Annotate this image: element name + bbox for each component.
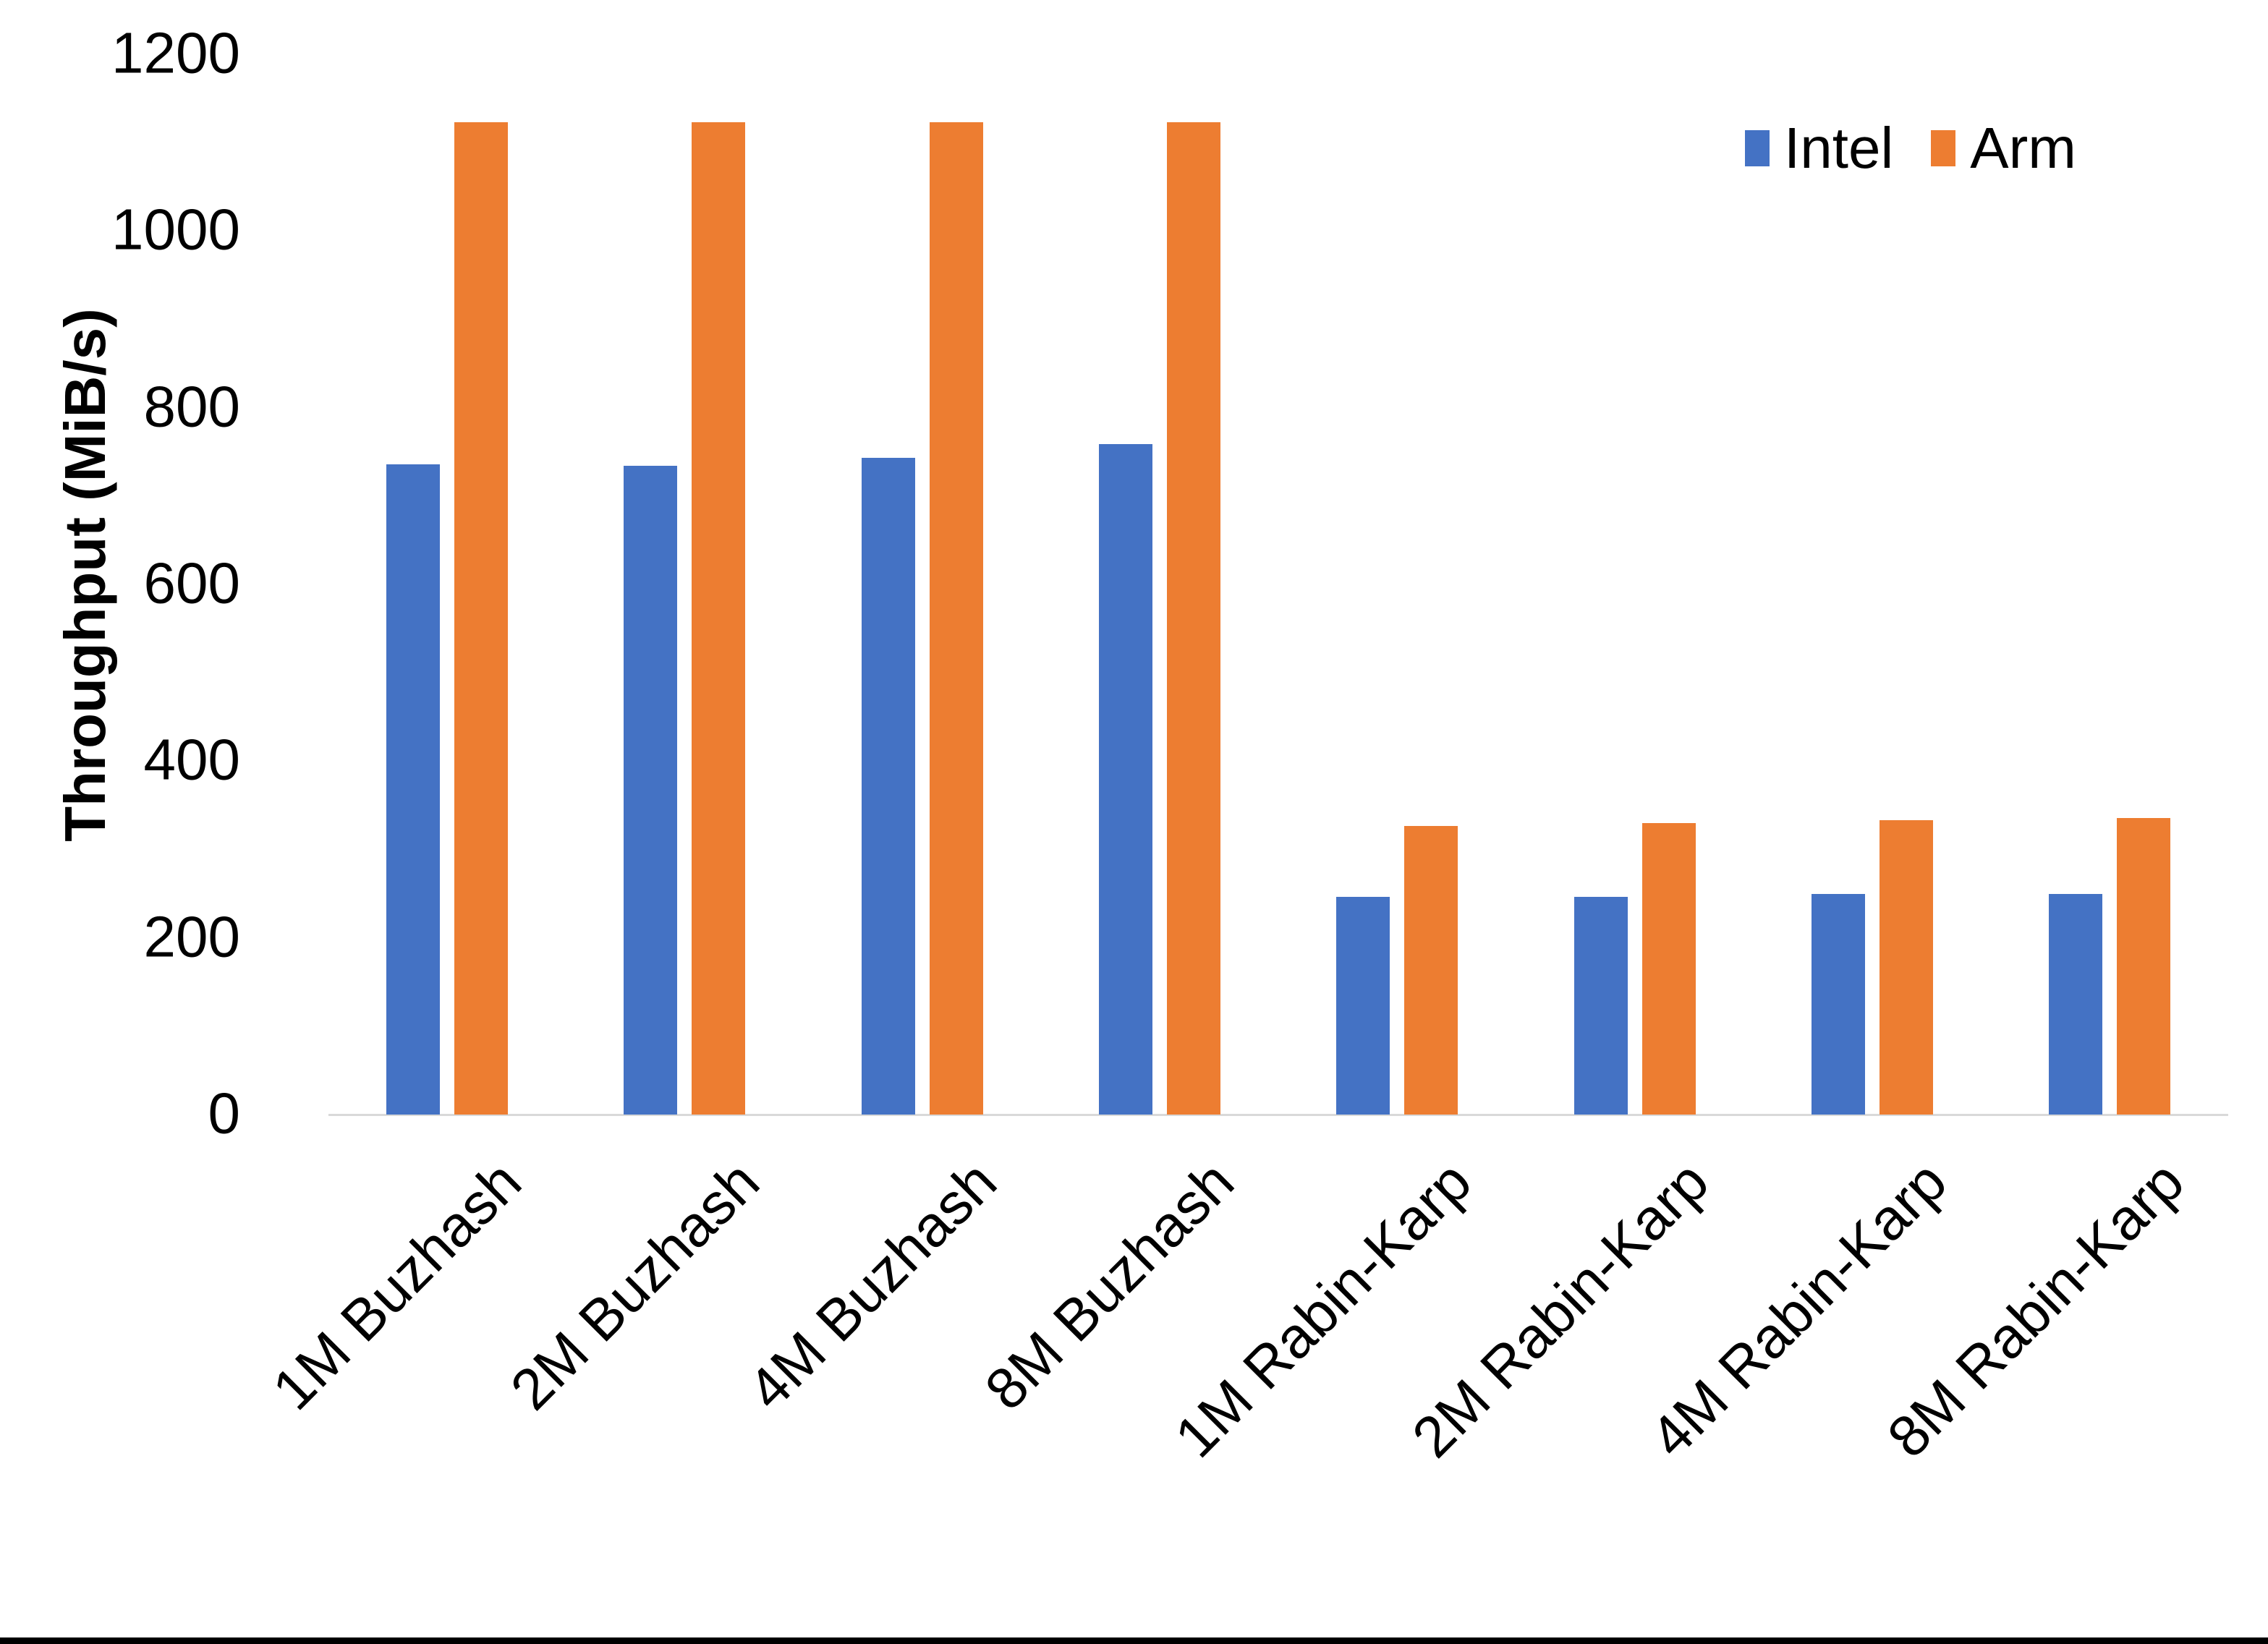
legend: Intel Arm [1745,112,2076,184]
x-tick-label-1m-buzhash: 1M Buzhash [260,1149,534,1422]
legend-swatch-intel [1745,130,1770,166]
y-tick-label-1000: 1000 [111,197,240,262]
bar-arm-1m-buzhash [454,122,508,1115]
y-tick-label-1200: 1200 [111,20,240,85]
bar-intel-2m-buzhash [624,466,678,1115]
bar-intel-1m-buzhash [386,464,440,1115]
y-tick-label-200: 200 [143,904,240,969]
bottom-border [0,1637,2268,1644]
bar-intel-8m-rabin-karp [2049,893,2103,1115]
bar-intel-4m-rabin-karp [1811,893,1865,1115]
y-tick-label-400: 400 [143,727,240,792]
x-tick-label-8m-buzhash: 8M Buzhash [972,1149,1246,1422]
bar-arm-4m-buzhash [929,122,983,1115]
bar-arm-1m-rabin-karp [1404,825,1458,1115]
bar-intel-2m-rabin-karp [1573,897,1628,1115]
bar-intel-1m-rabin-karp [1336,897,1390,1115]
bar-arm-8m-rabin-karp [2117,817,2171,1115]
bar-intel-8m-buzhash [1098,443,1152,1115]
bar-arm-2m-buzhash [692,122,746,1115]
x-axis-line [328,1114,2228,1116]
y-axis-title: Throughput (MiB/s) [53,308,117,842]
legend-label-intel: Intel [1784,116,1894,180]
bar-intel-4m-buzhash [861,458,915,1115]
y-tick-label-600: 600 [143,550,240,616]
bar-arm-4m-rabin-karp [1879,820,1933,1115]
bar-arm-8m-buzhash [1166,122,1220,1115]
y-tick-label-0: 0 [208,1081,241,1146]
y-tick-label-800: 800 [143,374,240,439]
x-tick-label-4m-buzhash: 4M Buzhash [735,1149,1009,1422]
x-tick-label-2m-buzhash: 2M Buzhash [498,1149,771,1422]
legend-swatch-arm [1931,130,1956,166]
legend-label-arm: Arm [1970,116,2076,180]
bar-arm-2m-rabin-karp [1641,822,1696,1115]
